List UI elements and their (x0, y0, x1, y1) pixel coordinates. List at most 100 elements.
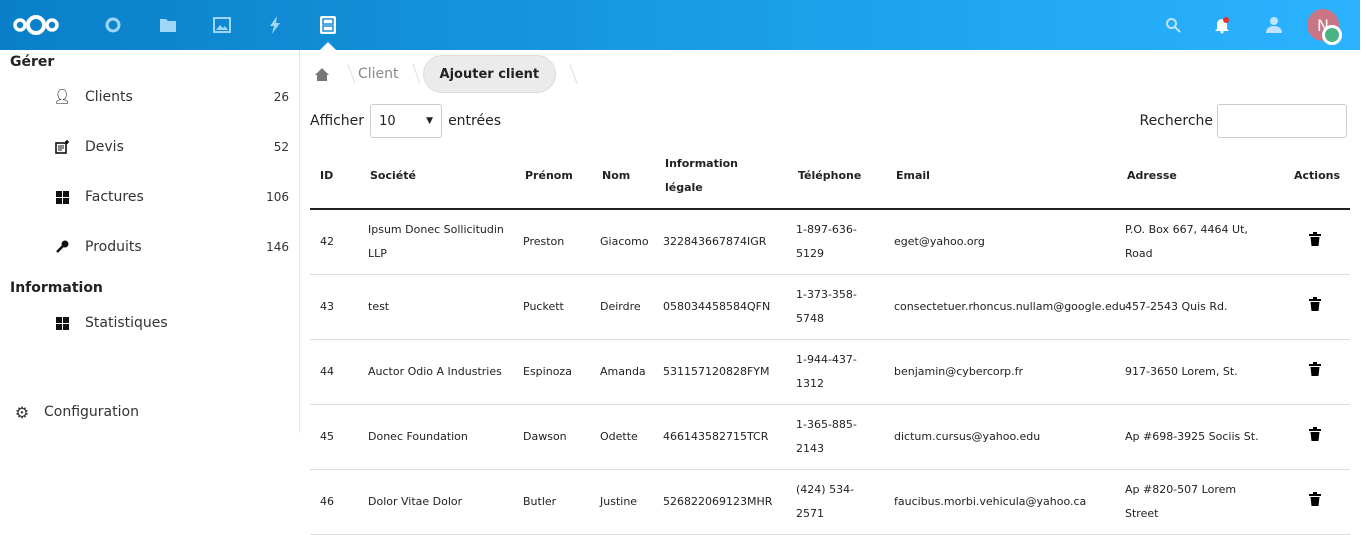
table-cell: 46 (310, 469, 360, 535)
table-cell: 43 (310, 274, 360, 340)
table-cell: Dawson (515, 404, 592, 470)
table-cell: Justine (592, 469, 655, 535)
column-header[interactable]: Information légale (655, 143, 788, 210)
table-row[interactable]: 45 Donec Foundation Dawson Odette 4661435827… (310, 404, 1350, 470)
breadcrumb-client[interactable]: Client (358, 66, 399, 82)
column-header[interactable]: Prénom (515, 143, 592, 210)
files-icon[interactable] (157, 14, 179, 36)
activity-icon[interactable] (264, 14, 286, 36)
home-icon[interactable] (310, 55, 334, 93)
settings-button[interactable]: ⚙ Configuration (0, 392, 300, 432)
column-header[interactable]: Email (886, 143, 1117, 210)
table-cell: Espinoza (515, 339, 592, 405)
actions-cell (1280, 209, 1350, 275)
settings-label: Configuration (44, 404, 139, 420)
photos-icon[interactable] (211, 14, 233, 36)
sidebar-item-count: 106 (266, 190, 289, 204)
contacts-icon[interactable] (1262, 14, 1284, 36)
actions-cell (1280, 404, 1350, 470)
sidebar-item-products[interactable]: Produits 146 (0, 227, 300, 267)
notifications-icon[interactable] (1211, 14, 1233, 36)
main-content: Client Ajouter client Afficher 10 ▼ entré… (300, 50, 1360, 535)
column-header[interactable]: Nom (592, 143, 655, 210)
search-icon[interactable] (1162, 14, 1184, 36)
breadcrumb-separator (558, 64, 578, 84)
table-cell: 058034458584QFN (655, 274, 788, 340)
top-bar: N (0, 0, 1360, 50)
table-cell: 42 (310, 209, 360, 275)
delete-icon[interactable] (1309, 360, 1321, 384)
nextcloud-logo-icon[interactable] (12, 13, 60, 37)
breadcrumb-separator (336, 64, 356, 84)
clients-app-icon[interactable] (317, 14, 339, 36)
grid-icon (54, 315, 70, 331)
table-cell: Dolor Vitae Dolor (360, 469, 515, 535)
table-cell: benjamin@cybercorp.fr (886, 339, 1117, 405)
sidebar-item-invoices[interactable]: Factures 106 (0, 177, 300, 217)
table-cell: Ap #698-3925 Sociis St. (1117, 404, 1280, 470)
table-cell: 457-2543 Quis Rd. (1117, 274, 1280, 340)
gear-icon: ⚙ (14, 402, 30, 422)
search-input[interactable] (1217, 104, 1347, 138)
scrollbar[interactable] (1360, 0, 1366, 433)
sidebar-item-statistics[interactable]: Statistiques (0, 303, 300, 343)
table-cell: P.O. Box 667, 4464 Ut, Road (1117, 209, 1280, 275)
dashboard-icon[interactable] (102, 14, 124, 36)
sidebar-item-label: Statistiques (85, 315, 168, 331)
grid-icon (54, 189, 70, 205)
quote-icon (54, 139, 70, 155)
breadcrumb-separator (401, 64, 420, 84)
delete-icon[interactable] (1309, 230, 1321, 254)
actions-cell (1280, 274, 1350, 340)
column-header[interactable]: Société (360, 143, 515, 210)
section-title-information: Information (10, 280, 103, 296)
status-badge (1322, 25, 1342, 45)
sidebar-item-label: Devis (85, 139, 124, 155)
delete-icon[interactable] (1309, 425, 1321, 449)
sidebar-item-count: 26 (273, 90, 289, 104)
caret-down-icon: ▼ (426, 116, 434, 126)
table-cell: 1-373-358-5748 (788, 274, 886, 340)
table-cell: Deirdre (592, 274, 655, 340)
table-row[interactable]: 42 Ipsum Donec Sollicitudin LLP Preston Gia… (310, 209, 1350, 275)
breadcrumb: Client Ajouter client (310, 54, 580, 94)
page-length-value: 10 (379, 113, 396, 129)
table-cell: 531157120828FYM (655, 339, 788, 405)
table-cell: 466143582715TCR (655, 404, 788, 470)
table-cell: test (360, 274, 515, 340)
search-label: Recherche (1139, 113, 1213, 129)
actions-cell (1280, 339, 1350, 405)
show-label: Afficher (310, 113, 365, 129)
table-cell: Preston (515, 209, 592, 275)
page-length-select[interactable]: 10 ▼ (370, 104, 443, 138)
breadcrumb-add-client[interactable]: Ajouter client (422, 55, 557, 93)
column-header[interactable]: Actions (1280, 143, 1350, 210)
column-header[interactable]: Adresse (1117, 143, 1280, 210)
sidebar-item-label: Factures (85, 189, 144, 205)
table-row[interactable]: 44 Auctor Odio A Industries Espinoza Amanda… (310, 339, 1350, 405)
table-cell: Ipsum Donec Sollicitudin LLP (360, 209, 515, 275)
table-cell: Donec Foundation (360, 404, 515, 470)
active-app-indicator (320, 42, 336, 50)
sidebar-item-clients[interactable]: 👤︎ Clients 26 (0, 77, 300, 117)
delete-icon[interactable] (1309, 295, 1321, 319)
search-control: Recherche (1139, 104, 1347, 138)
sidebar: Gérer 👤︎ Clients 26 Devis 52 Factures 106 Pr… (0, 50, 300, 433)
delete-icon[interactable] (1309, 490, 1321, 514)
table-cell: eget@yahoo.org (886, 209, 1117, 275)
wrench-icon (54, 239, 70, 255)
table-row[interactable]: 46 Dolor Vitae Dolor Butler Justine 52682206… (310, 469, 1350, 535)
column-header[interactable]: Téléphone (788, 143, 886, 210)
table-row[interactable]: 43 test Puckett Deirdre 058034458584QFN 1-373… (310, 274, 1350, 340)
sidebar-item-quotes[interactable]: Devis 52 (0, 127, 300, 167)
table-cell: Giacomo (592, 209, 655, 275)
table-header-row: ID Société Prénom Nom Information légale Télé… (310, 143, 1350, 210)
table-cell: (424) 534-2571 (788, 469, 886, 535)
column-header[interactable]: ID (310, 143, 360, 210)
actions-cell (1280, 469, 1350, 535)
table-cell: consectetuer.rhoncus.nullam@google.edu (886, 274, 1126, 340)
table-cell: Puckett (515, 274, 592, 340)
avatar-initial: N (1317, 15, 1329, 35)
table-cell: 322843667874IGR (655, 209, 788, 275)
table-cell: 1-365-885-2143 (788, 404, 886, 470)
